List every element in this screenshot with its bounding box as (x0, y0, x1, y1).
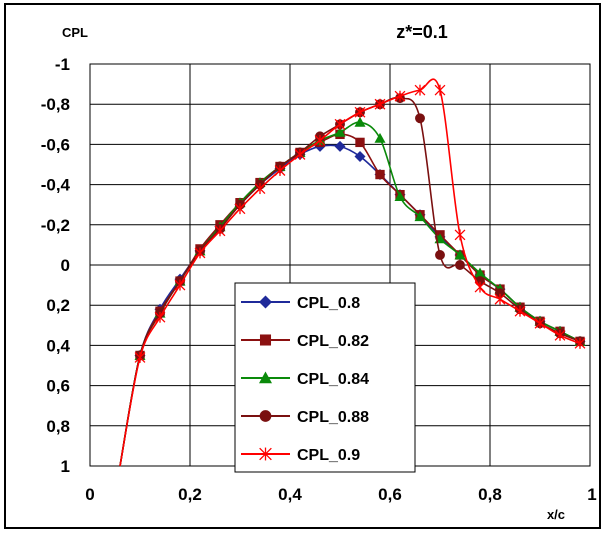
chart-title: z*=0.1 (396, 22, 448, 42)
y-tick-label: -0,4 (41, 176, 71, 195)
data-point (374, 98, 386, 110)
data-point (574, 337, 586, 349)
data-point (394, 191, 406, 202)
data-point (534, 317, 546, 329)
x-tick-label: 0 (85, 485, 94, 504)
legend-item: CPL_0.8 (241, 295, 360, 312)
data-point (454, 229, 466, 241)
legend-label: CPL_0.84 (297, 371, 369, 388)
x-axis-label: x/c (547, 507, 565, 522)
data-point (415, 113, 425, 124)
legend-label: CPL_0.88 (297, 409, 369, 426)
x-axis-ticks: 0 0,2 0,4 0,6 0,8 1 (85, 485, 596, 504)
legend-item: CPL_0.88 (241, 409, 369, 426)
y-tick-label: -0,2 (41, 216, 70, 235)
data-point (134, 352, 146, 363)
y-tick-label: -1 (55, 55, 70, 74)
data-point (354, 116, 366, 127)
chart-frame (4, 3, 601, 529)
x-tick-label: 0,6 (378, 485, 402, 504)
x-tick-label: 0,2 (178, 485, 202, 504)
series-layer (119, 78, 586, 467)
data-point (414, 84, 426, 96)
data-point (474, 281, 486, 293)
data-point (434, 84, 446, 96)
data-point (495, 288, 505, 299)
data-point (194, 247, 206, 259)
x-tick-label: 0,8 (478, 485, 502, 504)
legend-label: CPL_0.9 (297, 447, 360, 464)
y-tick-label: -0,6 (41, 135, 70, 154)
y-tick-label: 0,2 (46, 296, 70, 315)
x-tick-label: 0,4 (278, 485, 302, 504)
data-point (375, 169, 385, 180)
data-point (334, 118, 346, 130)
y-axis-label: CPL (62, 25, 88, 40)
y-tick-label: 0,4 (46, 336, 70, 355)
data-point (474, 267, 486, 278)
data-point (554, 329, 566, 341)
y-axis-ticks: -1 -0,8 -0,6 -0,4 -0,2 0 0,2 0,4 0,6 0,8 1 (41, 55, 71, 476)
legend-label: CPL_0.82 (297, 333, 369, 350)
data-point (454, 249, 466, 260)
legend-item: CPL_0.82 (241, 333, 369, 350)
data-point (259, 447, 272, 461)
data-point (259, 295, 272, 309)
data-point (234, 203, 246, 215)
legend-label: CPL_0.8 (297, 295, 360, 312)
data-point (274, 165, 286, 176)
data-point (214, 225, 226, 237)
data-point (259, 334, 272, 346)
data-point (455, 260, 465, 270)
legend-item: CPL_0.84 (241, 371, 369, 388)
data-point (354, 106, 366, 118)
data-point (174, 279, 186, 291)
data-point (334, 140, 346, 152)
data-point (254, 183, 266, 195)
legend-item: CPL_0.9 (241, 447, 360, 464)
data-point (414, 211, 426, 222)
data-point (374, 132, 386, 143)
y-tick-label: 0 (61, 256, 70, 275)
legend: CPL_0.8 CPL_0.82 CPL_0.84 CPL_0.88 CPL_0.9 (234, 282, 416, 473)
x-tick-label: 1 (587, 485, 596, 504)
data-point (494, 293, 506, 305)
data-point (514, 305, 526, 317)
data-point (259, 410, 272, 422)
data-point (354, 150, 366, 162)
data-point (334, 126, 346, 137)
data-point (435, 250, 445, 260)
series-CPL_0.9 (119, 78, 586, 467)
y-tick-label: 1 (61, 457, 70, 476)
data-point (259, 371, 272, 384)
data-point (355, 137, 365, 148)
data-point (394, 90, 406, 102)
data-point (294, 149, 306, 160)
data-point (154, 311, 166, 323)
data-point (314, 134, 326, 146)
y-tick-label: 0,8 (46, 417, 70, 436)
y-tick-label: 0,6 (46, 377, 70, 396)
y-tick-label: -0,8 (41, 95, 70, 114)
